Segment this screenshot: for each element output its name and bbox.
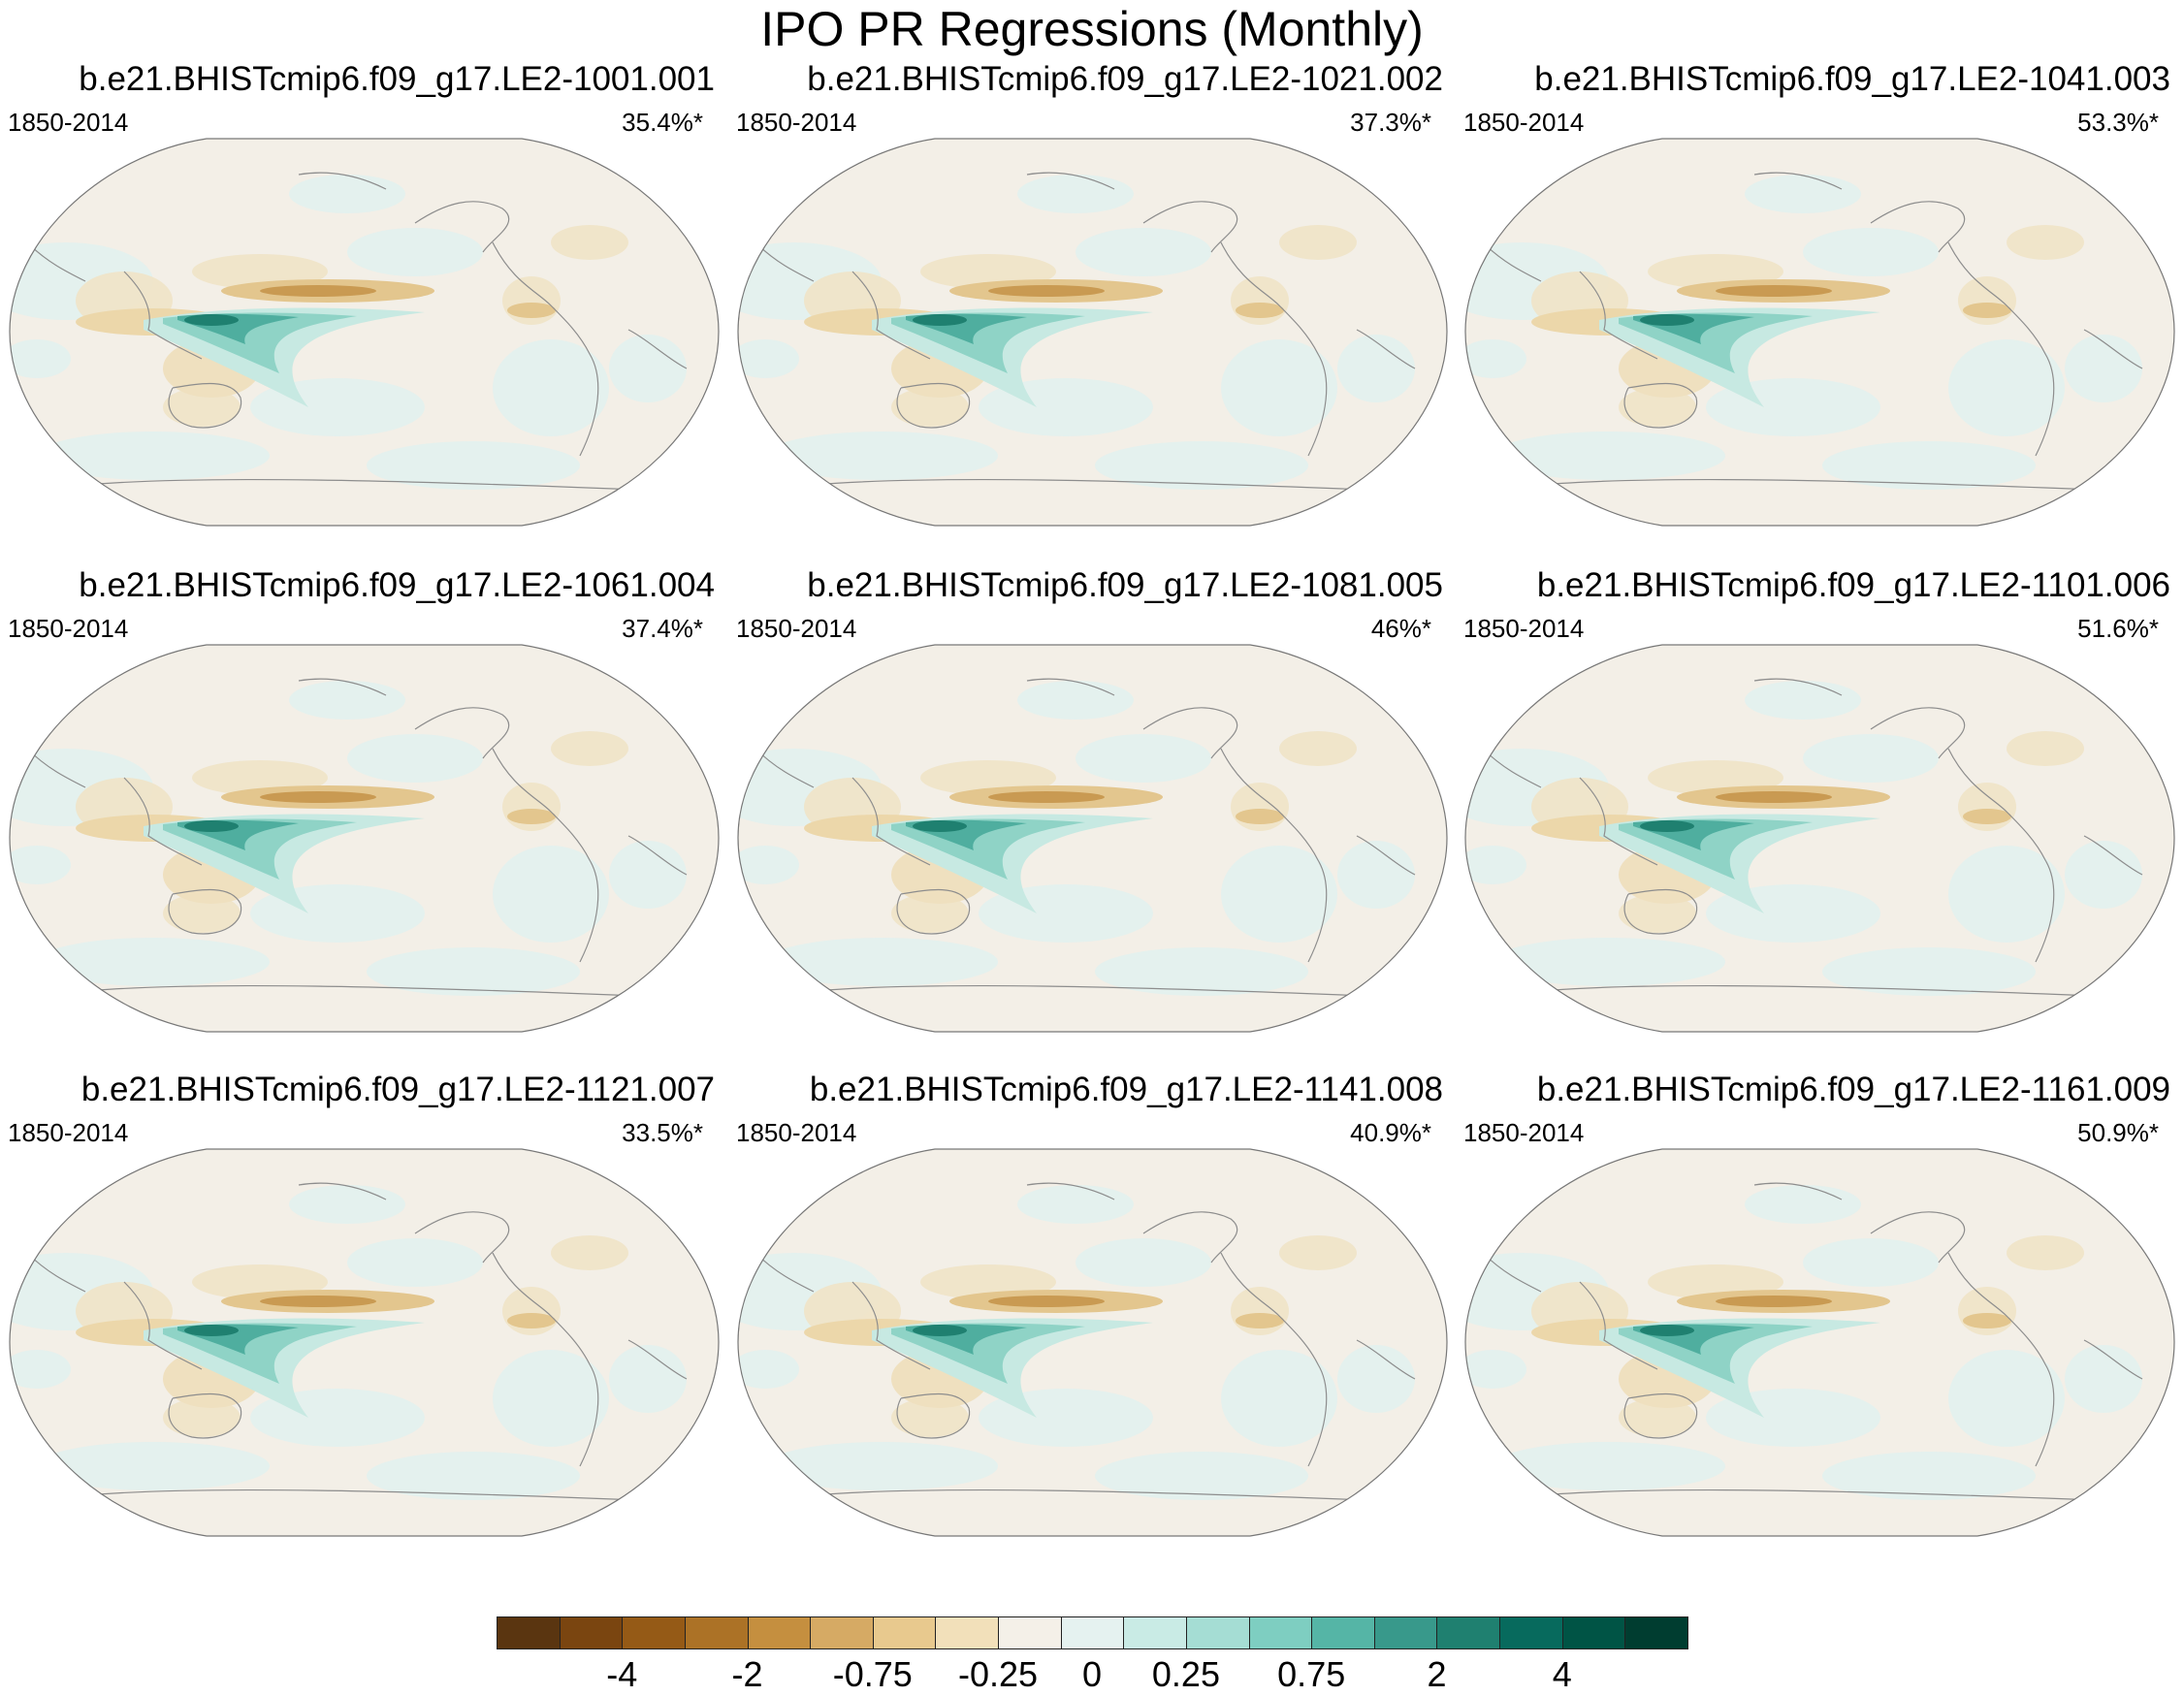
- panel-period: 1850-2014: [736, 108, 857, 137]
- colorbar-tick-label: -4: [606, 1654, 638, 1694]
- colorbar-box: [935, 1616, 1000, 1649]
- colorbar-box: [1311, 1616, 1375, 1649]
- colorbar-box: [559, 1616, 624, 1649]
- panel-title: b.e21.BHISTcmip6.f09_g17.LE2-1021.002: [807, 60, 1443, 98]
- colorbar-tick-label: -0.25: [958, 1654, 1039, 1694]
- panel-period: 1850-2014: [8, 1118, 129, 1147]
- panel-title: b.e21.BHISTcmip6.f09_g17.LE2-1101.006: [1536, 566, 2170, 604]
- colorbar-tick-label: 0.75: [1277, 1654, 1346, 1694]
- panel-period: 1850-2014: [1463, 108, 1585, 137]
- panel-period: 1850-2014: [1463, 614, 1585, 643]
- robinson-map: [737, 644, 1448, 1033]
- colorbar-box: [747, 1616, 812, 1649]
- colorbar-box: [497, 1616, 561, 1649]
- panel-title: b.e21.BHISTcmip6.f09_g17.LE2-1161.009: [1536, 1071, 2170, 1108]
- robinson-map: [9, 138, 720, 527]
- colorbar-tick-label: 4: [1552, 1654, 1572, 1694]
- panel-period: 1850-2014: [736, 1118, 857, 1147]
- map-panel: b.e21.BHISTcmip6.f09_g17.LE2-1081.005 185…: [728, 564, 1451, 1035]
- colorbar-box: [1561, 1616, 1626, 1649]
- colorbar-box: [998, 1616, 1062, 1649]
- colorbar-box: [684, 1616, 749, 1649]
- colorbar-box: [1436, 1616, 1501, 1649]
- colorbar-box: [1373, 1616, 1438, 1649]
- panel-variance: 51.6%*: [2077, 614, 2159, 643]
- colorbar-tick-label: 2: [1427, 1654, 1447, 1694]
- colorbar-box: [1248, 1616, 1313, 1649]
- colorbar-box: [1624, 1616, 1688, 1649]
- map-panel: b.e21.BHISTcmip6.f09_g17.LE2-1061.004 185…: [0, 564, 723, 1035]
- colorbar-tick-label: 0.25: [1151, 1654, 1220, 1694]
- panel-period: 1850-2014: [736, 614, 857, 643]
- robinson-map: [737, 138, 1448, 527]
- panel-variance: 33.5%*: [622, 1118, 703, 1147]
- robinson-map: [1464, 644, 2175, 1033]
- colorbar-tick-label: 0: [1081, 1654, 1103, 1694]
- robinson-map: [737, 1148, 1448, 1537]
- map-panel: b.e21.BHISTcmip6.f09_g17.LE2-1121.007 185…: [0, 1069, 723, 1539]
- colorbar-tick-label: -2: [731, 1654, 763, 1694]
- map-panel: b.e21.BHISTcmip6.f09_g17.LE2-1161.009 185…: [1456, 1069, 2178, 1539]
- map-panel: b.e21.BHISTcmip6.f09_g17.LE2-1021.002 185…: [728, 58, 1451, 528]
- robinson-map: [9, 644, 720, 1033]
- robinson-map: [1464, 138, 2175, 527]
- map-panel: b.e21.BHISTcmip6.f09_g17.LE2-1041.003 185…: [1456, 58, 2178, 528]
- colorbar-box: [1123, 1616, 1187, 1649]
- colorbar-tick-label: -0.75: [832, 1654, 913, 1694]
- panel-title: b.e21.BHISTcmip6.f09_g17.LE2-1121.007: [80, 1071, 715, 1108]
- colorbar-box: [1499, 1616, 1563, 1649]
- robinson-map: [9, 1148, 720, 1537]
- panel-variance: 46%*: [1370, 614, 1431, 643]
- panel-title: b.e21.BHISTcmip6.f09_g17.LE2-1001.001: [79, 60, 715, 98]
- panel-variance: 50.9%*: [2077, 1118, 2159, 1147]
- panel-title: b.e21.BHISTcmip6.f09_g17.LE2-1141.008: [809, 1071, 1443, 1108]
- colorbar-box: [1060, 1616, 1125, 1649]
- colorbar: [497, 1616, 1688, 1649]
- panel-period: 1850-2014: [8, 614, 129, 643]
- colorbar-box: [872, 1616, 937, 1649]
- panel-variance: 37.4%*: [622, 614, 703, 643]
- map-panel: b.e21.BHISTcmip6.f09_g17.LE2-1001.001 185…: [0, 58, 723, 528]
- map-panel: b.e21.BHISTcmip6.f09_g17.LE2-1101.006 185…: [1456, 564, 2178, 1035]
- panel-variance: 53.3%*: [2077, 108, 2159, 137]
- figure-title: IPO PR Regressions (Monthly): [760, 2, 1424, 56]
- panel-title: b.e21.BHISTcmip6.f09_g17.LE2-1081.005: [807, 566, 1443, 604]
- panel-variance: 40.9%*: [1350, 1118, 1431, 1147]
- panel-period: 1850-2014: [1463, 1118, 1585, 1147]
- colorbar-box: [1185, 1616, 1250, 1649]
- panel-title: b.e21.BHISTcmip6.f09_g17.LE2-1061.004: [79, 566, 715, 604]
- map-panel: b.e21.BHISTcmip6.f09_g17.LE2-1141.008 185…: [728, 1069, 1451, 1539]
- panel-period: 1850-2014: [8, 108, 129, 137]
- robinson-map: [1464, 1148, 2175, 1537]
- panel-variance: 37.3%*: [1350, 108, 1431, 137]
- panel-variance: 35.4%*: [622, 108, 703, 137]
- colorbar-box: [622, 1616, 686, 1649]
- colorbar-box: [810, 1616, 874, 1649]
- panel-title: b.e21.BHISTcmip6.f09_g17.LE2-1041.003: [1534, 60, 2170, 98]
